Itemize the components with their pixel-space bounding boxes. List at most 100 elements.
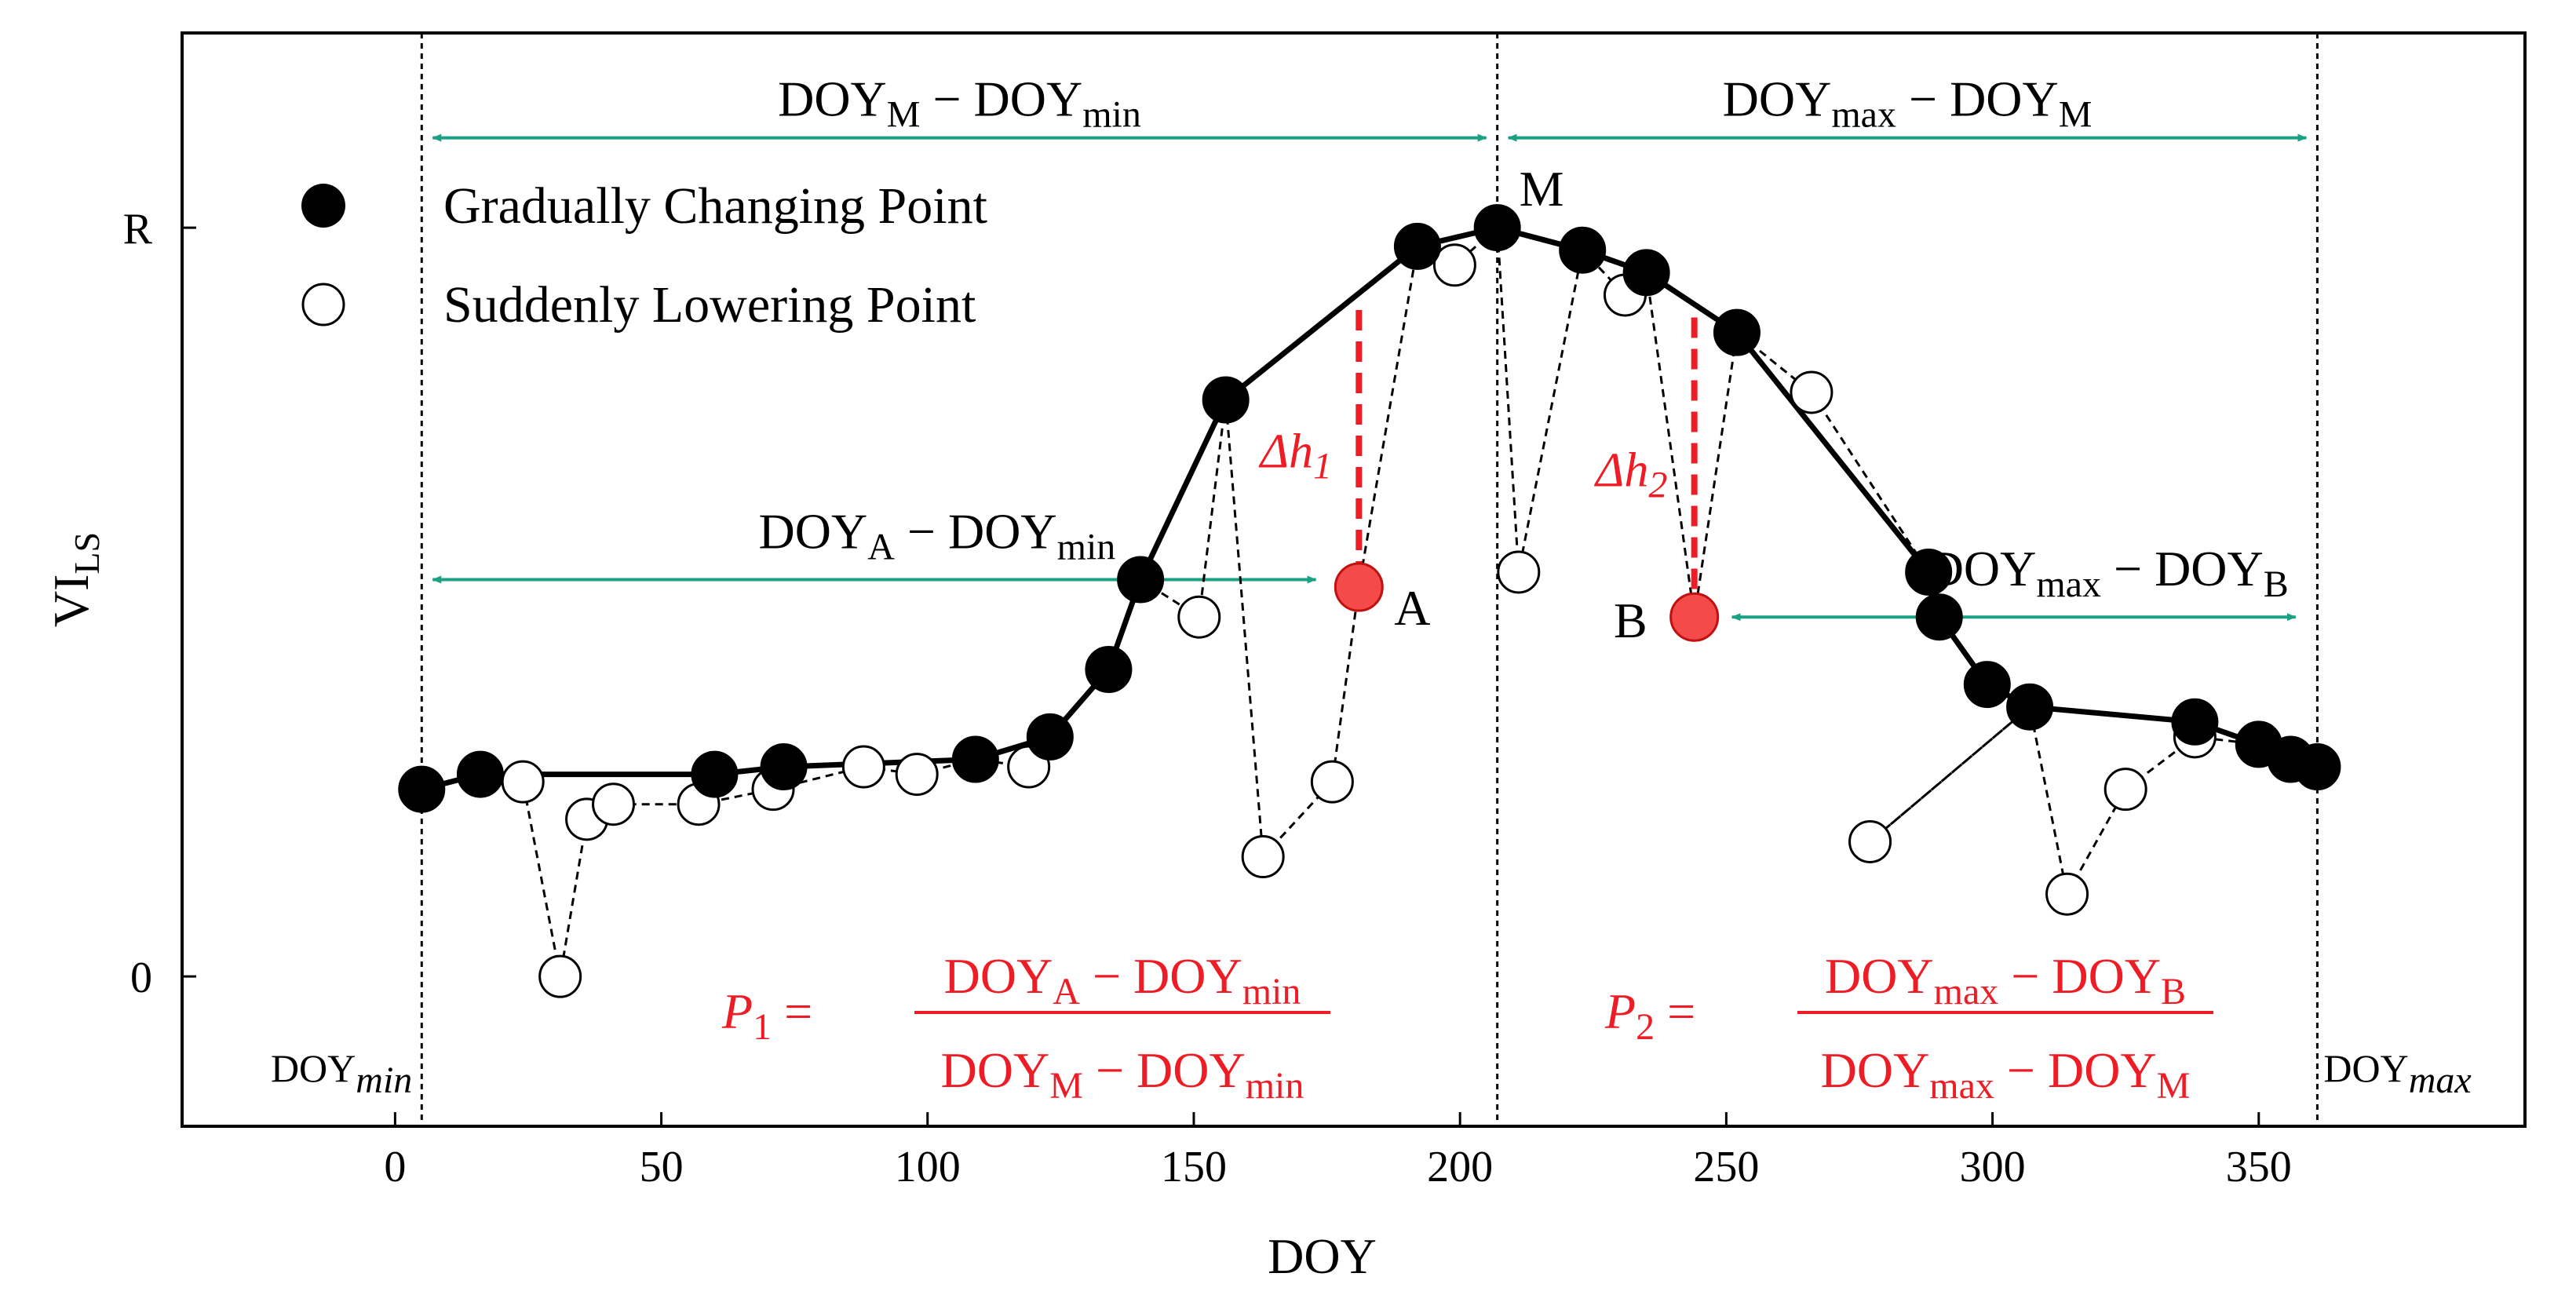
open-point [841, 745, 885, 789]
open-point [2103, 768, 2147, 812]
text-part: B [2161, 971, 2186, 1012]
x-tick-label: 100 [895, 1143, 961, 1191]
filled-point [1085, 645, 1133, 693]
text-part: DOY [759, 504, 868, 560]
formula-lhs: P1 = [721, 983, 812, 1048]
text-part: − DOY [1994, 1042, 2157, 1098]
filled-point [1559, 226, 1607, 274]
legend: Gradually Changing Point Suddenly Lowerin… [301, 177, 987, 334]
open-point [1241, 835, 1285, 879]
y-axis-title: VILS [43, 532, 107, 627]
legend-marker-filled [301, 184, 345, 228]
open-point [895, 753, 939, 797]
plot-frame [181, 31, 2527, 1128]
range-arrows [432, 133, 2308, 622]
boundary-label: DOYmin [271, 1046, 412, 1101]
text-part: − DOY [1998, 948, 2161, 1004]
open-point [1432, 243, 1476, 287]
filled-point [1026, 713, 1074, 761]
text-part: − DOY [1896, 71, 2059, 127]
boundary-lines [420, 33, 2319, 1126]
text-part: − DOY [2101, 541, 2264, 596]
text-part: min [356, 1060, 412, 1101]
formula-numerator: DOYA − DOYmin [944, 948, 1301, 1012]
range-arrow-label: DOYA − DOYmin [759, 504, 1116, 568]
text-part: 2 [1648, 465, 1667, 506]
filled-point [398, 765, 446, 813]
open-point [1497, 550, 1541, 594]
filled-point [1622, 249, 1670, 297]
filled-point [760, 743, 808, 791]
range-arrow-label: DOYM − DOYmin [778, 71, 1141, 136]
highlight-point-label: A [1394, 580, 1430, 636]
filled-point [1473, 204, 1521, 252]
text-part: max [1934, 971, 1999, 1012]
text-part: DOY [1825, 948, 1934, 1004]
text-part: max [1831, 94, 1896, 136]
open-point [2045, 872, 2089, 916]
filled-point [2006, 683, 2054, 731]
legend-marker-open [301, 283, 345, 326]
filled-point [1393, 222, 1441, 270]
legend-label: Gradually Changing Point [443, 177, 987, 235]
delta-h-lines [1356, 310, 1698, 600]
peak-label: M [1520, 161, 1564, 217]
text-part: 1 [1313, 446, 1332, 487]
text-part: = [772, 983, 812, 1039]
axes: 0 50 100 150 200 250 300 350 0 R DOY VILS [43, 205, 2292, 1284]
filled-point [456, 750, 504, 798]
text-part: min [1242, 971, 1301, 1012]
text-part: − DOY [895, 504, 1057, 560]
x-tick-label: 350 [2226, 1143, 2292, 1191]
delta-h-label: Δh2 [1593, 443, 1667, 505]
text-part: M [2059, 94, 2093, 136]
text-part: LS [67, 532, 107, 575]
legend-label: Suddenly Lowering Point [443, 276, 976, 334]
text-part: 2 [1636, 1006, 1655, 1048]
formula-denominator: DOYmax − DOYM [1821, 1042, 2191, 1107]
filled-point [2293, 743, 2341, 791]
filled-point [1915, 593, 1963, 641]
formula-numerator: DOYmax − DOYB [1825, 948, 2186, 1012]
text-part: − DOY [1080, 948, 1242, 1004]
text-part: A [867, 527, 895, 568]
text-part: min [1082, 94, 1141, 136]
text-part: B [2264, 564, 2289, 606]
filled-point [1202, 376, 1250, 424]
text-part: min [1246, 1065, 1304, 1107]
text-part: DOY [778, 71, 887, 127]
open-point [538, 954, 582, 998]
x-tick-label: 250 [1693, 1143, 1759, 1191]
formula-lhs: P2 = [1604, 983, 1695, 1048]
highlight-point [1669, 592, 1720, 642]
text-part: DOY [1723, 71, 1832, 127]
range-arrow-label: DOYmax − DOYB [1928, 541, 2289, 605]
text-part: DOY [1928, 541, 2037, 596]
y-tick-label: R [123, 205, 153, 254]
y-tick-label: 0 [130, 954, 152, 1002]
filled-point [1713, 308, 1761, 356]
text-part: Δh [1258, 425, 1313, 479]
range-arrow-label: DOYmax − DOYM [1723, 71, 2093, 136]
text-part: DOY [2323, 1046, 2408, 1090]
delta-h-label: Δh1 [1258, 425, 1332, 487]
open-point [1790, 370, 1833, 414]
x-tick-label: 0 [384, 1143, 406, 1191]
open-point [1310, 760, 1354, 804]
text-part: DOY [944, 948, 1053, 1004]
x-tick-label: 300 [1960, 1143, 2026, 1191]
text-part: max [1929, 1065, 1994, 1107]
open-point [1848, 819, 1892, 863]
text-part: P [721, 983, 753, 1039]
filled-point [951, 735, 999, 783]
text-part: A [1053, 971, 1080, 1012]
text-part: = [1655, 983, 1695, 1039]
text-part: − DOY [1083, 1042, 1246, 1098]
data-points [398, 204, 2341, 998]
text-part: P [1604, 983, 1636, 1039]
formula-denominator: DOYM − DOYmin [941, 1042, 1304, 1107]
filled-point [1117, 556, 1165, 604]
highlight-point [1334, 562, 1384, 612]
